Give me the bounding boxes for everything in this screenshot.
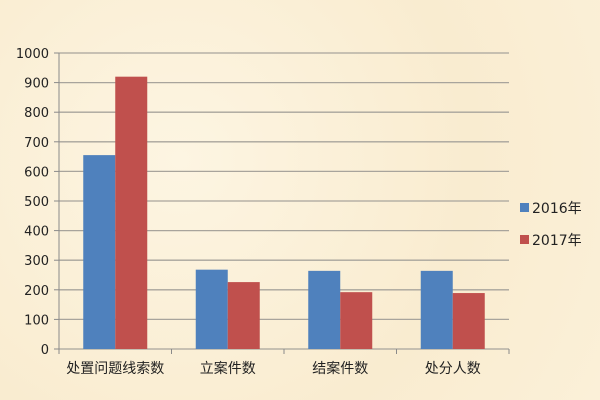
y-tick-label: 900	[24, 77, 49, 92]
bar-2017年	[115, 76, 148, 350]
x-tick-label: 立案件数	[200, 360, 256, 377]
legend-label: 2017年	[532, 233, 582, 249]
bar-2016年	[195, 269, 228, 349]
x-tick-label: 结案件数	[312, 360, 368, 377]
x-tick-label: 处分人数	[425, 361, 481, 377]
y-tick-label: 100	[24, 313, 49, 328]
legend-swatch	[520, 203, 529, 212]
y-tick-label: 300	[24, 254, 49, 269]
y-tick-label: 1000	[16, 47, 49, 62]
y-tick-label: 500	[24, 195, 49, 210]
y-tick-label: 400	[24, 225, 49, 240]
bar-2016年	[420, 270, 453, 349]
y-tick-label: 600	[24, 165, 49, 180]
bar-2016年	[308, 270, 341, 349]
legend-swatch	[520, 235, 529, 244]
y-tick-label: 200	[24, 284, 49, 299]
bar-2016年	[83, 155, 116, 349]
x-tick-label: 处置问题线索数	[66, 360, 164, 377]
y-tick-label: 700	[24, 136, 49, 151]
bar-2017年	[452, 293, 485, 349]
legend-label: 2016年	[532, 201, 582, 217]
y-tick-label: 0	[41, 343, 49, 358]
bar-2017年	[340, 292, 373, 349]
bar-2017年	[227, 282, 260, 349]
y-tick-label: 800	[24, 106, 49, 121]
